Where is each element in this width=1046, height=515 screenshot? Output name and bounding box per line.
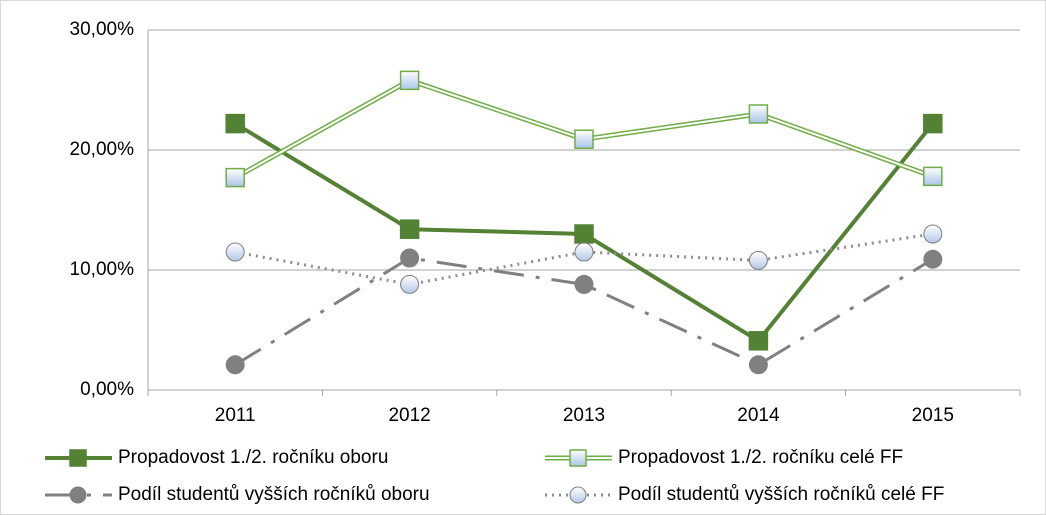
y-tick-label: 0,00% — [80, 379, 134, 400]
marker — [574, 274, 594, 294]
series-line — [234, 256, 934, 367]
series-line — [234, 232, 934, 286]
marker — [574, 224, 594, 244]
legend-label: Podíl studentů vyšších ročníků celé FF — [618, 484, 944, 505]
marker — [923, 224, 943, 244]
marker — [923, 249, 943, 269]
y-tick-label: 10,00% — [70, 259, 135, 280]
legend-marker — [569, 486, 587, 504]
x-tick-label: 2013 — [563, 405, 605, 426]
marker — [748, 250, 768, 270]
x-tick-label: 2011 — [215, 405, 256, 426]
marker — [225, 113, 245, 134]
marker — [923, 113, 943, 134]
marker — [574, 129, 594, 149]
marker — [399, 219, 420, 239]
y-tick-label: 20,00% — [70, 139, 135, 160]
marker — [225, 355, 245, 375]
marker — [574, 242, 594, 262]
legend-marker — [69, 449, 87, 467]
marker — [748, 104, 769, 124]
y-tick-label: 30,00% — [70, 19, 135, 40]
legend-label: Podíl studentů vyšších ročníků oboru — [118, 484, 430, 505]
x-tick-label: 2012 — [388, 405, 430, 426]
legend-marker — [69, 486, 87, 504]
x-tick-label: 2014 — [737, 405, 780, 426]
marker — [399, 70, 420, 91]
marker — [923, 166, 943, 187]
marker — [225, 167, 245, 188]
marker — [400, 274, 420, 294]
marker — [748, 331, 769, 351]
legend-label: Propadovost 1./2. ročníku oboru — [118, 447, 388, 468]
legend-marker — [569, 449, 587, 467]
legend-label: Propadovost 1./2. ročníku celé FF — [618, 447, 903, 468]
marker — [225, 242, 245, 262]
x-tick-label: 2015 — [912, 405, 954, 426]
marker — [748, 355, 768, 375]
marker — [400, 248, 420, 268]
